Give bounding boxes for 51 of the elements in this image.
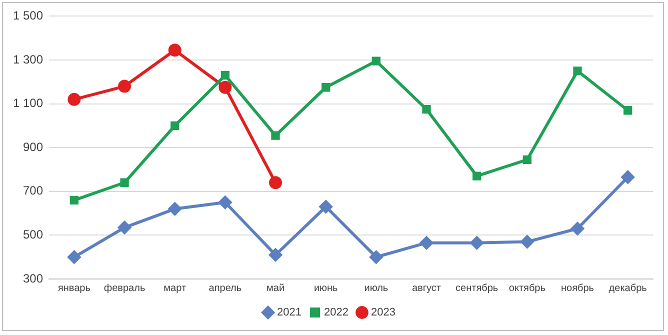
point [118,80,132,93]
point [120,178,129,187]
point [422,104,431,114]
point [472,172,482,180]
y-tick-label: 1 500 [13,8,44,23]
point [68,92,81,106]
y-tick-label: 300 [23,271,44,286]
point [571,222,584,236]
point [372,56,381,66]
legend-label: 2021 [277,306,302,319]
point [168,44,182,57]
legend-label: 2023 [370,306,396,319]
point [220,71,230,80]
x-tick-label: ноябрь [561,282,594,294]
point [70,196,79,204]
y-tick-label: 900 [23,140,44,154]
x-tick-label: август [412,282,442,294]
x-tick-label: декабрь [608,282,647,294]
x-tick-label: сентябрь [456,282,498,294]
x-tick-label: июнь [314,282,338,294]
x-tick-label: май [266,282,285,294]
point [470,236,484,250]
point [322,83,330,92]
x-tick-label: февраль [104,282,146,294]
x-tick-label: апрель [208,282,242,294]
point [573,66,582,76]
point [269,176,282,190]
y-tick-label: 700 [23,184,44,198]
point [68,250,81,264]
point [522,155,532,164]
point [319,200,332,214]
point [420,236,434,250]
point [520,235,534,248]
point [269,248,282,262]
point [170,121,180,130]
point [118,221,132,234]
point [624,106,632,115]
x-tick-label: январь [58,282,90,294]
x-tick-label: июль [364,282,388,294]
point [271,131,280,140]
point [218,196,232,209]
legend-label: 2022 [324,306,348,319]
y-tick-label: 1 100 [13,96,44,110]
point [218,80,232,94]
point [370,250,383,264]
y-tick-label: 500 [23,228,44,242]
x-tick-label: октябрь [508,282,546,294]
point [168,202,182,216]
point [621,170,634,184]
x-tick-label: март [164,282,186,294]
y-tick-label: 1 300 [13,52,44,66]
